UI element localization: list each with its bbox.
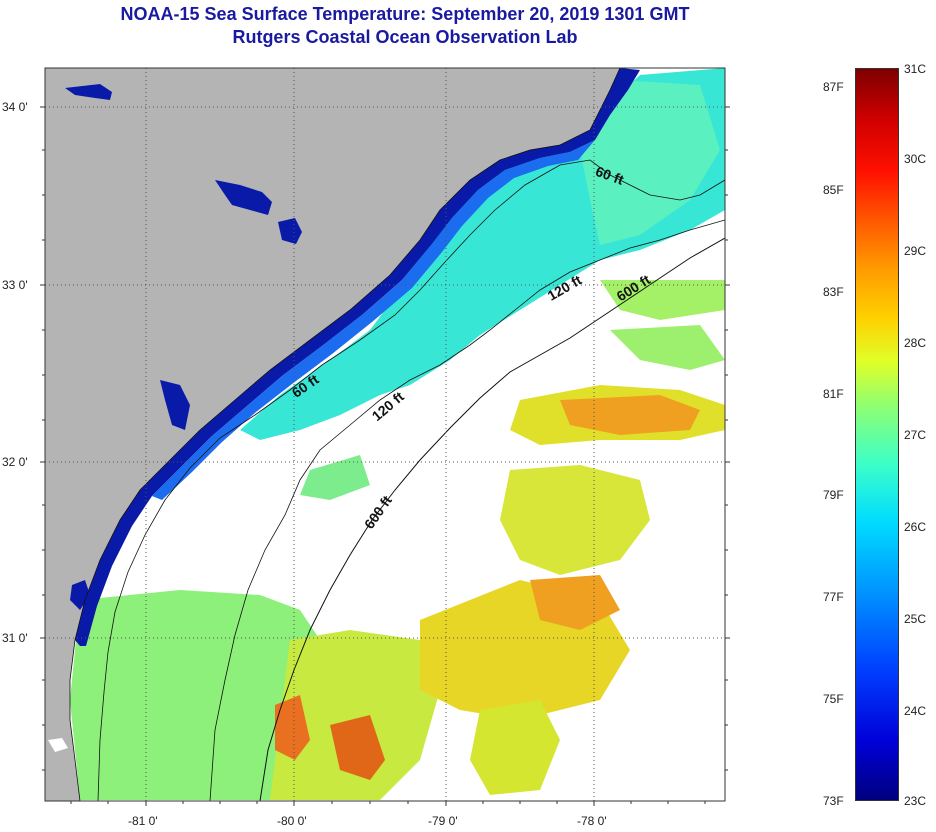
lon-label-80: -80 0' [277,814,307,828]
coastline [69,68,621,801]
fahrenheit-label: 73F [823,794,844,808]
lon-label-81: -81 0' [128,814,158,828]
celsius-label: 27C [904,428,927,442]
land-mass [45,68,620,801]
lon-label-78: -78 0' [577,814,607,828]
title-line-1: NOAA-15 Sea Surface Temperature: Septemb… [120,4,690,24]
fahrenheit-label: 75F [823,692,844,706]
sst-hottest-patch [330,715,385,780]
lat-label-33: 33 0' [2,278,28,292]
celsius-label: 29C [904,244,927,258]
cold-band-fringe [152,140,595,500]
lat-label-32: 32 0' [2,455,28,469]
title-line-2: Rutgers Coastal Ocean Observation Lab [232,27,578,47]
celsius-label: 24C [904,704,927,718]
celsius-label: 30C [904,152,927,166]
inland-water [215,180,272,215]
temperature-colorbar [855,68,899,801]
contour-120ft [209,219,725,801]
sst-warm-patch [500,465,650,575]
celsius-label: 25C [904,612,927,626]
inland-water [278,218,302,244]
lat-label-31: 31 0' [2,631,28,645]
sst-hot-patch [560,395,700,435]
fahrenheit-label: 77F [823,590,844,604]
celsius-label: 23C [904,794,927,808]
sst-mid-patch [610,325,725,370]
inland-water [160,380,190,430]
sst-mid-patch [70,590,320,800]
lat-label-34: 34 0' [2,100,28,114]
lon-label-79: -79 0' [428,814,458,828]
celsius-label: 31C [904,62,927,76]
celsius-label: 26C [904,520,927,534]
sst-warm-patch [470,700,560,795]
axis-ticks [40,106,730,806]
graticule [45,68,725,801]
sst-mid-patch [300,455,370,500]
sst-warm-patch [270,630,440,800]
inland-water [65,84,112,100]
inland-water [48,738,68,752]
fahrenheit-label: 83F [823,285,844,299]
sst-hottest-patch [275,695,310,760]
contour-600ft [259,237,725,801]
map-frame [44,67,726,802]
fahrenheit-label: 81F [823,387,844,401]
celsius-label: 28C [904,336,927,350]
fahrenheit-label: 79F [823,488,844,502]
sst-mid-patch [600,280,725,320]
sst-hot-patch [530,575,620,630]
fahrenheit-label: 85F [823,183,844,197]
inland-water [70,580,90,610]
contour-60ft [97,159,725,801]
fahrenheit-label: 87F [823,80,844,94]
